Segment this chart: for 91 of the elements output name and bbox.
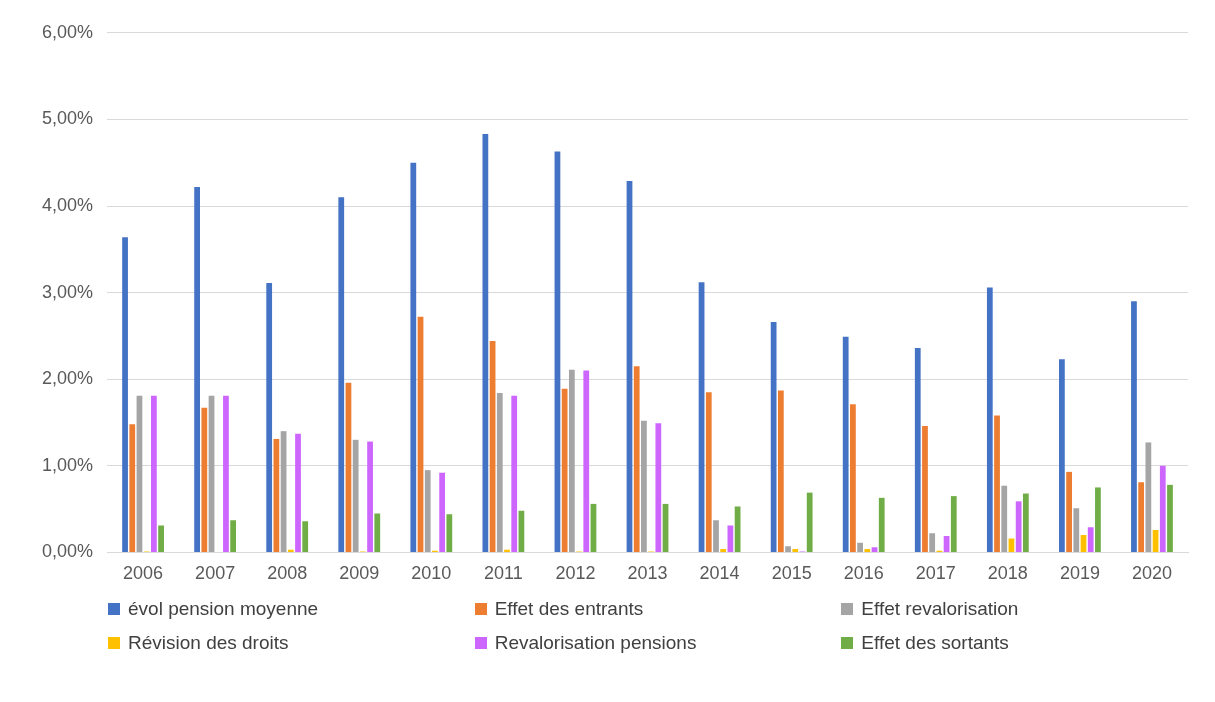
bar <box>857 542 863 552</box>
bar <box>1001 485 1008 552</box>
bar <box>424 470 431 552</box>
bar <box>850 404 856 552</box>
bar <box>511 395 518 552</box>
bar <box>568 369 575 552</box>
bar <box>122 237 128 552</box>
x-tick-label: 2010 <box>411 563 452 584</box>
bar <box>950 496 957 552</box>
bar <box>302 521 309 552</box>
x-tick-label: 2016 <box>843 563 884 584</box>
x-tick-label: 2007 <box>195 563 236 584</box>
bar <box>1138 482 1145 552</box>
bar <box>266 283 273 552</box>
bar <box>1073 508 1080 552</box>
bar <box>705 392 712 552</box>
bar <box>158 525 164 552</box>
bar <box>194 186 200 552</box>
x-tick-label: 2011 <box>484 563 523 584</box>
bar <box>1095 487 1101 552</box>
y-tick-label: 5,00% <box>41 108 94 129</box>
legend-label: Effet des entrants <box>494 598 644 620</box>
bar <box>633 366 640 552</box>
bar <box>914 348 921 552</box>
y-tick-label: 6,00% <box>41 21 94 42</box>
bar <box>655 423 662 552</box>
bar <box>994 415 1000 552</box>
bar <box>1131 301 1137 552</box>
bar <box>785 546 791 552</box>
bar <box>1059 359 1065 552</box>
x-tick-label: 2008 <box>267 563 308 584</box>
bar <box>1066 471 1072 552</box>
legend-label: Revalorisation pensions <box>494 632 697 654</box>
y-tick-label: 3,00% <box>41 281 94 302</box>
bar <box>922 425 928 552</box>
y-tick-label: 1,00% <box>41 454 94 475</box>
y-tick-label: 4,00% <box>41 194 94 215</box>
bar <box>720 548 727 552</box>
x-tick-label: 2018 <box>987 563 1028 584</box>
x-tick-label: 2017 <box>915 563 956 584</box>
bar <box>1167 484 1173 552</box>
bar <box>1145 442 1152 552</box>
bar <box>986 287 993 552</box>
bar <box>338 197 345 552</box>
x-tick-label: 2012 <box>555 563 596 584</box>
bar <box>410 162 417 552</box>
bar <box>504 549 510 552</box>
bar <box>374 513 381 552</box>
x-tick-label: 2014 <box>699 563 740 584</box>
x-tick-label: 2020 <box>1131 563 1172 584</box>
bar <box>713 520 719 552</box>
bar <box>777 390 784 552</box>
legend-label: Révision des droits <box>128 632 289 654</box>
bar <box>842 336 849 552</box>
y-tick-label: 2,00% <box>41 368 94 389</box>
y-tick-label: 0,00% <box>41 541 94 562</box>
bar <box>1022 493 1029 552</box>
bar <box>864 548 871 552</box>
legend-label: évol pension moyenne <box>128 598 319 620</box>
legend-label: Effet revalorisation <box>861 598 1019 620</box>
bar <box>482 134 489 552</box>
bar <box>352 439 359 552</box>
bar <box>151 395 157 552</box>
bar <box>1015 501 1022 552</box>
bar <box>446 514 453 552</box>
bar <box>806 492 813 552</box>
bar <box>496 393 503 552</box>
bar <box>295 433 301 552</box>
bar <box>201 407 208 552</box>
bar <box>792 548 799 552</box>
bar <box>1087 527 1094 552</box>
bar <box>223 395 229 552</box>
bar <box>561 388 568 552</box>
bar <box>439 472 446 552</box>
legend-label: Effet des sortants <box>861 632 1009 654</box>
bar <box>770 322 777 552</box>
bar <box>871 547 878 552</box>
x-tick-label: 2019 <box>1059 563 1100 584</box>
bar <box>929 533 936 552</box>
bar <box>583 370 590 552</box>
x-tick-label: 2006 <box>123 563 164 584</box>
bar <box>230 520 237 552</box>
bar <box>367 441 373 552</box>
bar <box>287 549 294 552</box>
bar <box>641 420 647 552</box>
bar <box>878 497 885 552</box>
bar <box>129 424 136 552</box>
x-tick-label: 2015 <box>771 563 812 584</box>
x-tick-label: 2009 <box>339 563 380 584</box>
bar <box>1159 465 1166 552</box>
x-tick-label: 2013 <box>627 563 668 584</box>
